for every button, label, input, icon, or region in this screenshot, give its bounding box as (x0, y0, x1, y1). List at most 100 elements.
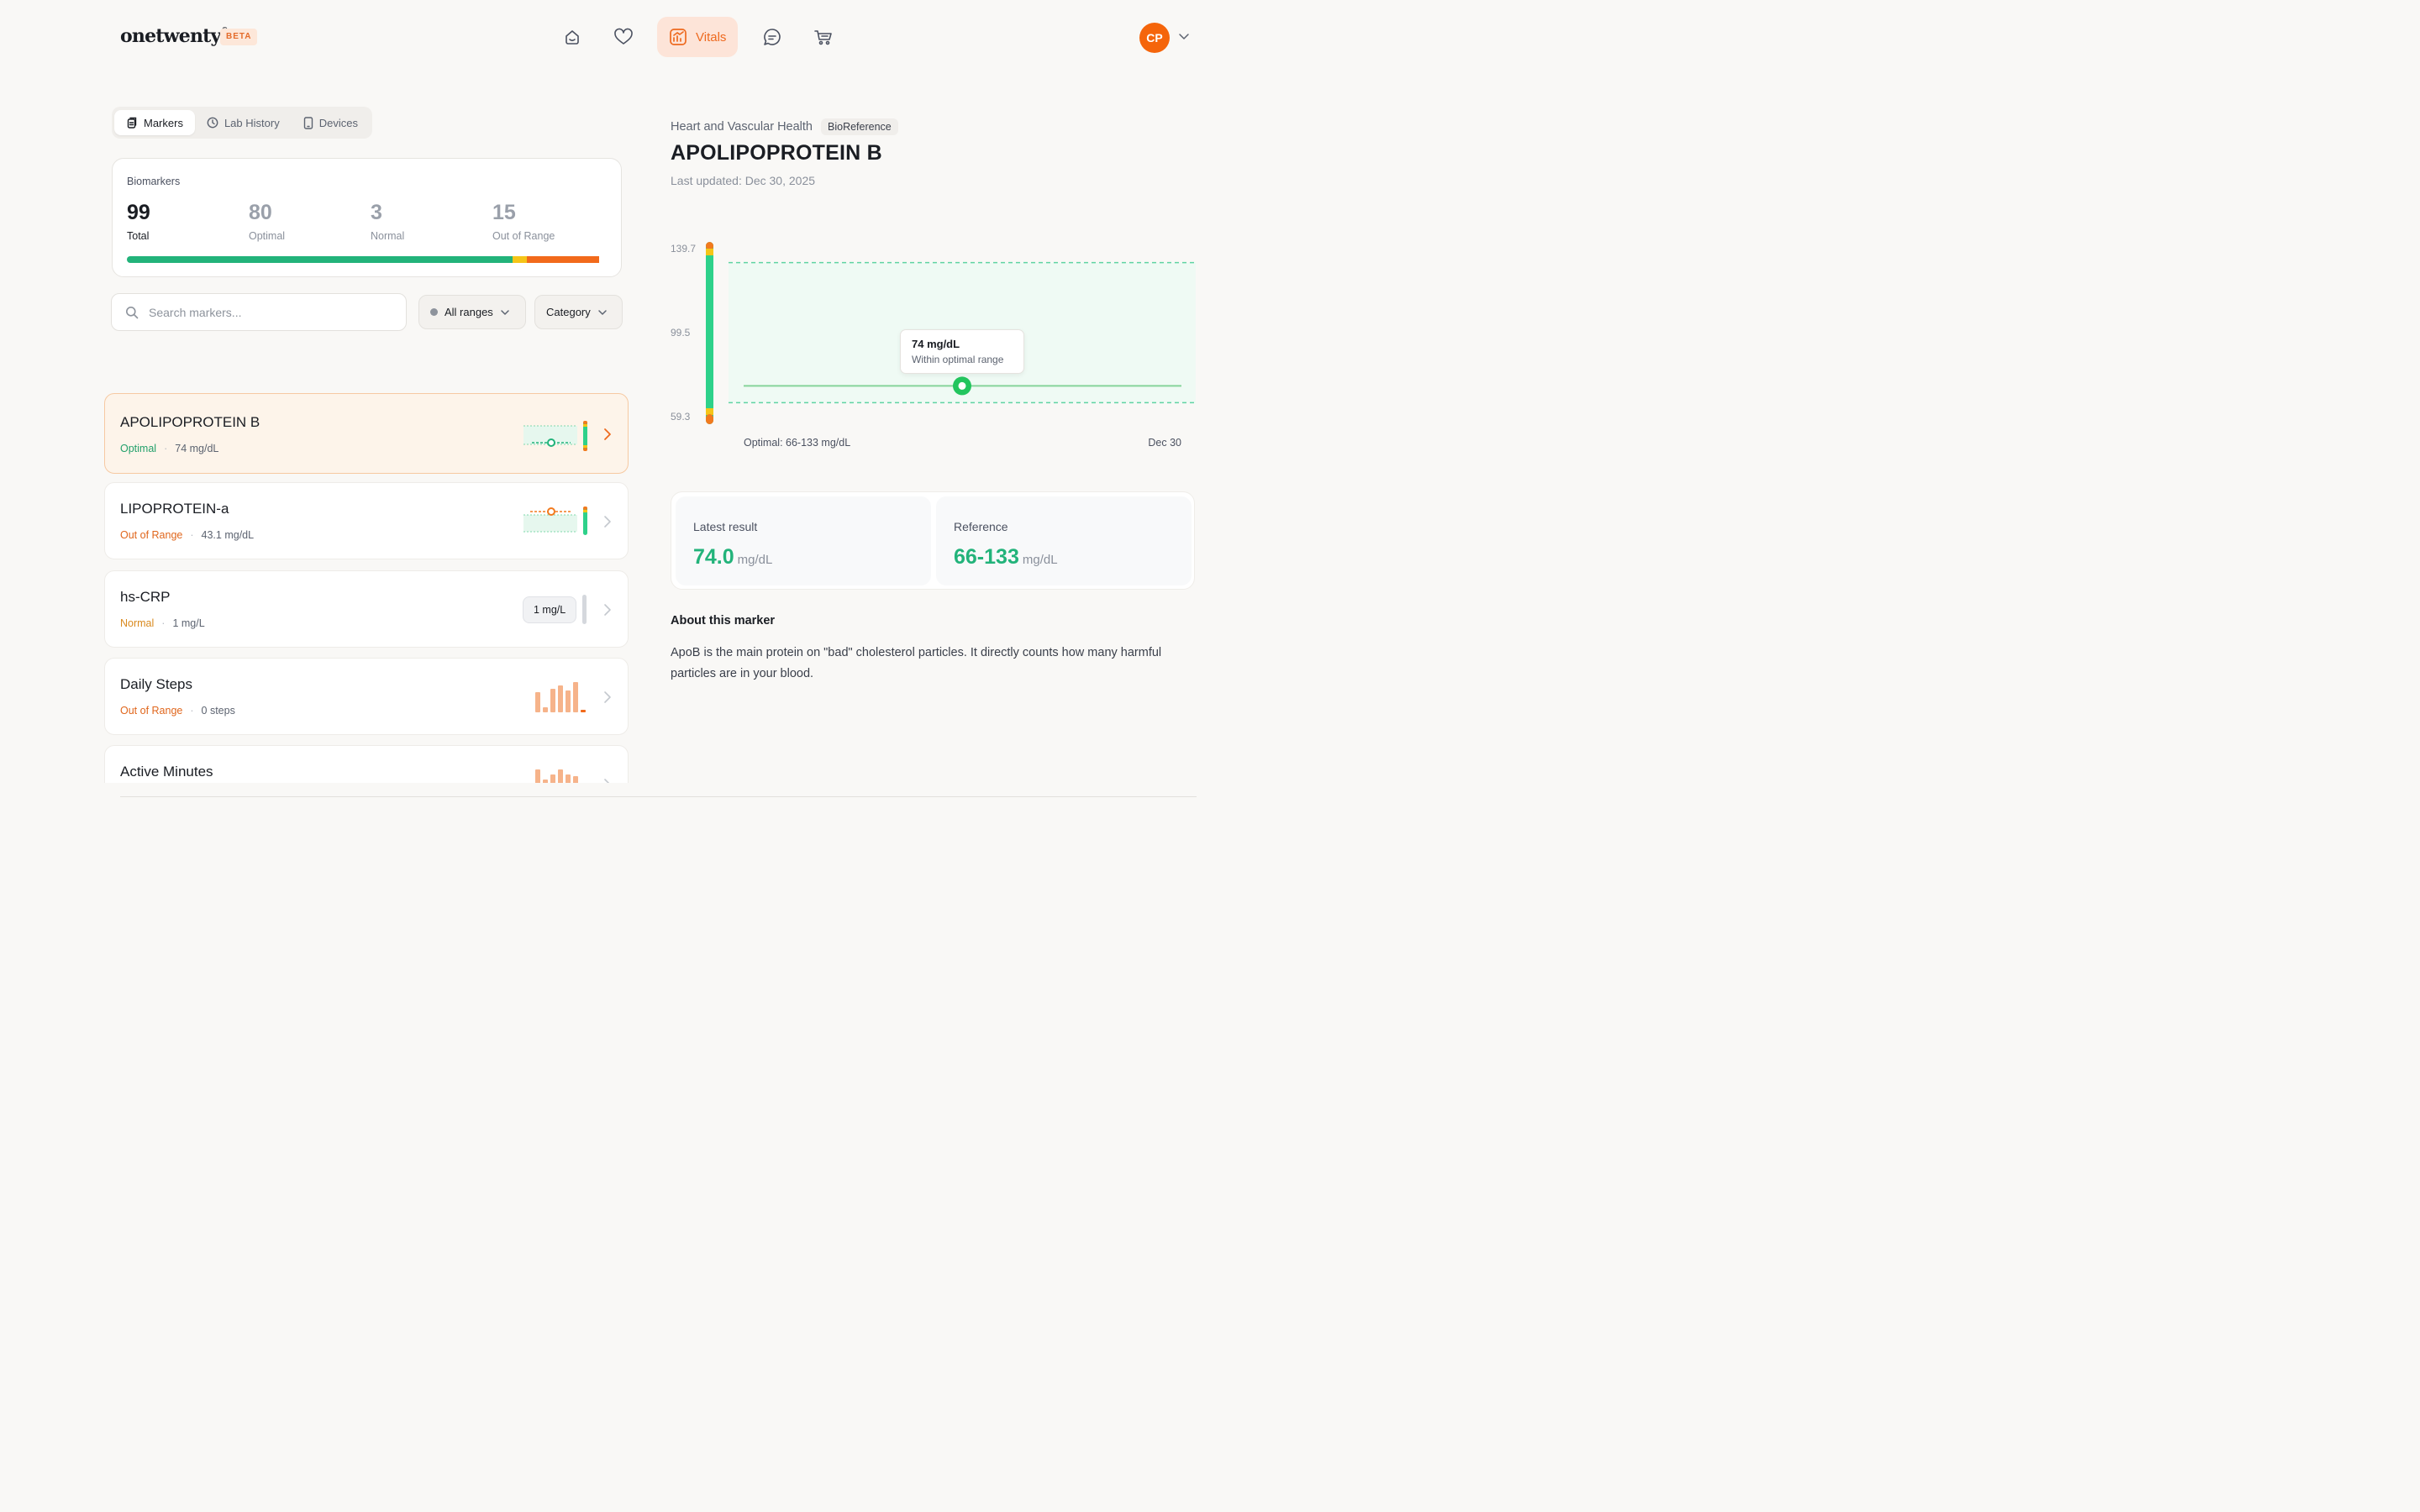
bar-segment-normal (512, 256, 528, 263)
marker-meta: Out of Range · 43.1 mg/dL (120, 529, 254, 541)
app-logo[interactable]: onetwenty® (120, 25, 229, 47)
tab-markers[interactable]: Markers (114, 110, 195, 135)
marker-status: Out of Range (120, 705, 183, 717)
marker-tabs: Markers Lab History Devices (112, 107, 372, 139)
meta-separator: · (164, 443, 168, 454)
beta-badge: BETA (220, 29, 258, 45)
marker-value: 0 steps (201, 705, 235, 717)
marker-name: LIPOPROTEIN-a (120, 501, 229, 517)
range-filter-dropdown[interactable]: All ranges (418, 295, 526, 329)
tooltip-value: 74 mg/dL (912, 338, 960, 350)
nav-chat-button[interactable] (755, 17, 789, 57)
neutral-range-bar (582, 595, 587, 624)
heart-icon (613, 28, 633, 45)
search-icon (126, 307, 139, 319)
nav-vitals-label: Vitals (696, 29, 727, 45)
stat-out-of-range-label: Out of Range (492, 230, 555, 242)
category-name: Heart and Vascular Health (671, 120, 813, 134)
marker-item-apolipoprotein-b[interactable]: APOLIPOPROTEIN B Optimal · 74 mg/dL (104, 393, 629, 474)
nav-shop-button[interactable] (806, 17, 840, 57)
chart-icon (670, 29, 687, 45)
data-point-tooltip: 74 mg/dL Within optimal range (900, 329, 1024, 374)
chevron-right-icon (604, 691, 611, 703)
chevron-down-icon (598, 309, 607, 315)
chevron-down-icon (501, 309, 509, 315)
user-avatar[interactable]: CP (1139, 23, 1170, 53)
stat-total: 99 Total (127, 201, 150, 242)
footer-divider (120, 796, 1197, 797)
stat-out-of-range: 15 Out of Range (492, 201, 555, 242)
tab-lab-history[interactable]: Lab History (195, 110, 292, 135)
gauge-low-normal-segment (706, 408, 713, 415)
chevron-down-icon[interactable] (1178, 32, 1190, 42)
meta-separator: · (161, 617, 166, 629)
marker-range-sparkline (523, 421, 587, 451)
marker-name: hs-CRP (120, 589, 171, 605)
nav-home-button[interactable] (555, 17, 589, 57)
tab-devices-label: Devices (318, 116, 358, 129)
tab-markers-label: Markers (144, 116, 183, 129)
stat-optimal-label: Optimal (249, 230, 286, 242)
result-summary: Latest result 74.0 mg/dL Reference 66-133… (671, 491, 1195, 590)
data-point-center (958, 381, 966, 390)
logo-text: onetwenty (120, 25, 221, 47)
main-nav: Vitals (555, 17, 857, 57)
meta-separator: · (190, 705, 194, 717)
stat-total-label: Total (127, 230, 150, 242)
y-tick-label: 59.3 (671, 411, 691, 423)
activity-bar-sparkline (535, 769, 578, 783)
marker-status: Optimal (120, 443, 157, 454)
stat-normal: 3 Normal (371, 201, 404, 242)
latest-result-card: Latest result 74.0 mg/dL (676, 496, 931, 585)
value-chip: 1 mg/L (523, 596, 577, 623)
latest-result-unit: mg/dL (737, 553, 773, 567)
marker-value: 43.1 mg/dL (201, 529, 255, 541)
clock-icon (207, 117, 218, 129)
marker-item-daily-steps[interactable]: Daily Steps Out of Range · 0 steps (104, 658, 629, 735)
tab-devices[interactable]: Devices (292, 110, 370, 135)
marker-item-lipoprotein-a[interactable]: LIPOPROTEIN-a Out of Range · 43.1 mg/dL (104, 482, 629, 559)
biomarker-summary-card: Biomarkers 99 Total 80 Optimal 3 Normal … (112, 158, 622, 277)
marker-title: APOLIPOPROTEIN B (671, 141, 882, 165)
latest-result-value-line: 74.0 mg/dL (693, 545, 772, 570)
stat-optimal-value: 80 (249, 201, 272, 224)
cart-icon (814, 30, 832, 45)
marker-name: Daily Steps (120, 676, 192, 692)
reference-value: 66-133 (954, 545, 1019, 569)
marker-item-active-minutes[interactable]: Active Minutes (104, 745, 629, 783)
range-distribution-bar (127, 256, 604, 263)
tooltip-note: Within optimal range (912, 354, 1004, 365)
stat-optimal: 80 Optimal (249, 201, 285, 242)
stat-out-of-range-value: 15 (492, 201, 516, 224)
phone-icon (303, 116, 313, 129)
home-icon (565, 30, 579, 45)
marker-item-hs-crp[interactable]: hs-CRP Normal · 1 mg/L 1 mg/L (104, 570, 629, 648)
marker-meta: Out of Range · 0 steps (120, 705, 235, 717)
summary-title: Biomarkers (127, 176, 181, 187)
x-tick-label: Dec 30 (1148, 437, 1181, 449)
clipboard-icon (127, 117, 137, 129)
range-filter-label: All ranges (445, 306, 493, 318)
range-gauge (706, 242, 713, 424)
latest-result-label: Latest result (693, 520, 758, 533)
category-filter-dropdown[interactable]: Category (534, 295, 623, 329)
category-filter-label: Category (546, 306, 591, 318)
gauge-low-segment (706, 414, 713, 424)
reference-value-line: 66-133 mg/dL (954, 545, 1058, 570)
about-title: About this marker (671, 614, 776, 627)
stat-normal-value: 3 (371, 201, 382, 224)
chevron-right-icon (604, 516, 611, 528)
chevron-right-icon (604, 604, 611, 616)
marker-category-breadcrumb: Heart and Vascular Health BioReference (671, 118, 898, 135)
lab-provider-badge: BioReference (821, 118, 898, 135)
activity-bar-sparkline (535, 682, 586, 712)
last-updated-text: Last updated: Dec 30, 2025 (671, 174, 816, 187)
marker-range-sparkline (523, 507, 587, 535)
nav-health-button[interactable] (606, 17, 640, 57)
bar-segment-optimal (127, 256, 513, 263)
bar-segment-out-of-range (527, 256, 600, 263)
search-input[interactable] (149, 294, 392, 330)
marker-status: Out of Range (120, 529, 183, 541)
chevron-right-icon (604, 779, 610, 783)
nav-vitals-button[interactable]: Vitals (657, 17, 739, 57)
